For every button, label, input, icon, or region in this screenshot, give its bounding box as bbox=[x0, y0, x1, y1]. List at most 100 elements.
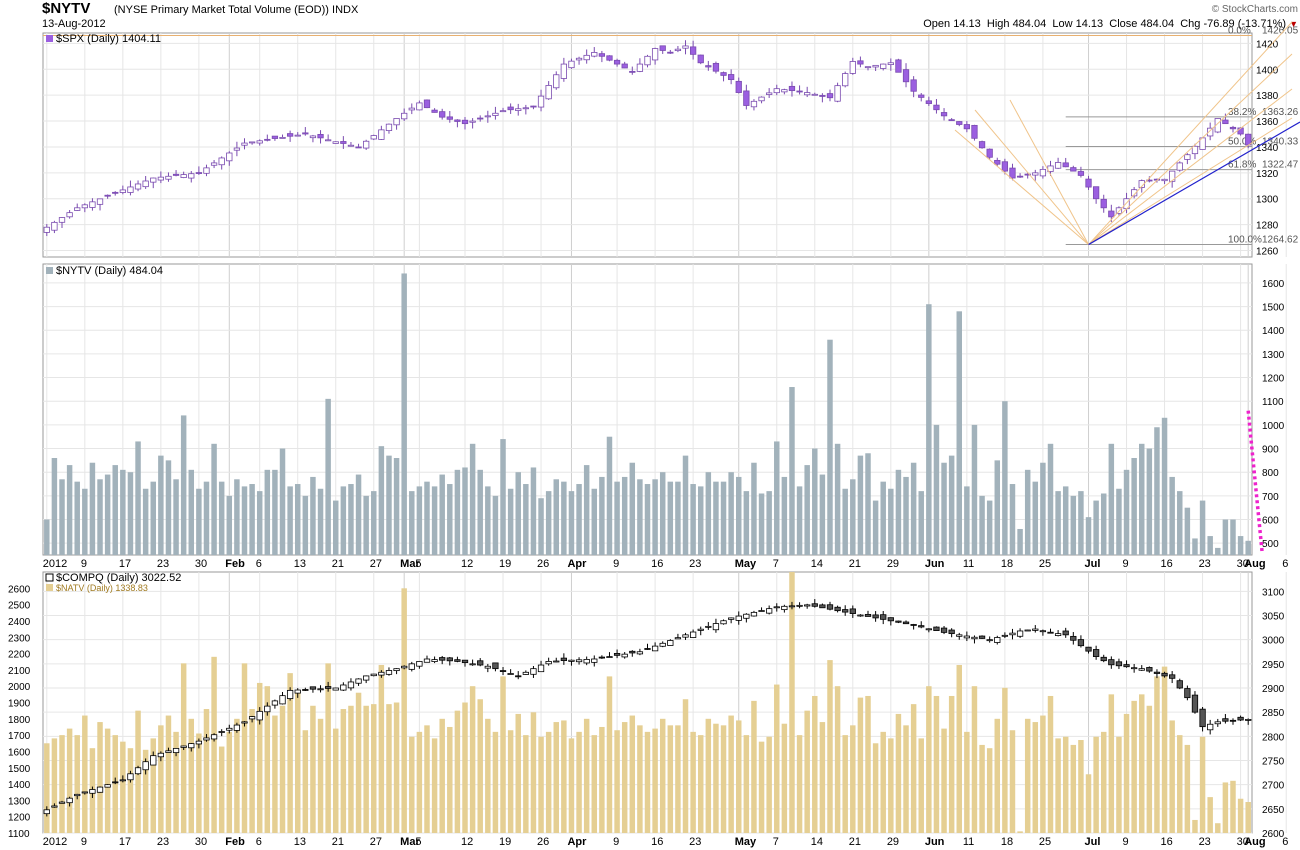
spx-candle bbox=[355, 146, 362, 149]
compq-candle bbox=[545, 661, 552, 665]
natv-volume-bar bbox=[964, 731, 970, 833]
high-label: High bbox=[986, 18, 1010, 30]
spx-candle bbox=[401, 112, 408, 120]
natv-volume-bar bbox=[120, 741, 126, 833]
nytv-volume-bar bbox=[127, 472, 134, 555]
nytv-volume-bar bbox=[1002, 401, 1008, 555]
natv-volume-bar bbox=[910, 704, 917, 833]
nytv-volume-bar bbox=[211, 443, 217, 555]
nytv-volume-bar bbox=[1161, 417, 1168, 555]
compq-candle bbox=[112, 781, 119, 784]
compq-candle bbox=[157, 752, 164, 758]
spx-candle bbox=[963, 124, 970, 130]
nytv-volume-bar bbox=[553, 479, 559, 555]
spx-candle bbox=[994, 159, 1001, 165]
spx-candle bbox=[629, 70, 636, 73]
natv-volume-bar bbox=[1024, 718, 1031, 833]
compq-candle bbox=[43, 809, 50, 815]
x-tick-label: 25 bbox=[1039, 558, 1051, 570]
open-label: Open bbox=[923, 18, 951, 30]
compq-candle bbox=[674, 637, 682, 640]
x-tick-label: 18 bbox=[1001, 558, 1013, 570]
nytv-volume-bar bbox=[918, 491, 924, 555]
compq-y-tick-label: 2600 bbox=[1262, 829, 1285, 840]
compq-candle bbox=[910, 624, 917, 626]
nytv-volume-bar bbox=[44, 519, 50, 555]
nytv-volume-bar bbox=[401, 273, 407, 555]
compq-candle bbox=[971, 636, 978, 640]
spx-candle bbox=[1245, 133, 1252, 146]
x-tick-label: Aug bbox=[1244, 836, 1265, 848]
compq-candle bbox=[461, 659, 469, 664]
spx-candle bbox=[902, 69, 910, 83]
gann-fan-line bbox=[954, 129, 1089, 245]
spx-candle bbox=[218, 157, 225, 166]
low-label: Low bbox=[1052, 18, 1073, 30]
nytv-volume-bar bbox=[599, 476, 605, 555]
spx-candle bbox=[43, 226, 50, 233]
x-tick-label: 26 bbox=[537, 558, 549, 570]
nytv-volume-bar bbox=[606, 436, 613, 555]
compq-candle bbox=[180, 745, 187, 748]
spx-candle bbox=[1176, 162, 1183, 171]
nytv-volume-bar bbox=[880, 481, 886, 555]
x-tick-label: 16 bbox=[1161, 836, 1173, 848]
compq-candle bbox=[309, 686, 317, 690]
nytv-volume-bar bbox=[583, 465, 590, 555]
nytv-volume-bar bbox=[834, 443, 841, 555]
x-tick-label: 11 bbox=[963, 558, 974, 570]
fib-level-label: 100.0% bbox=[1228, 235, 1262, 246]
compq-candle bbox=[1024, 629, 1031, 632]
close-label: Close bbox=[1109, 18, 1138, 30]
natv-volume-bar bbox=[1085, 774, 1092, 833]
nytv-volume-bar bbox=[530, 467, 537, 555]
spx-candle bbox=[104, 194, 111, 197]
nytv-volume-bar bbox=[424, 481, 430, 555]
natv-volume-bar bbox=[249, 709, 255, 833]
gann-fan-line bbox=[1088, 53, 1293, 245]
spx-candle bbox=[477, 117, 484, 120]
nytv-y-tick-label: 1400 bbox=[1262, 326, 1285, 337]
natv-volume-bar bbox=[591, 735, 598, 833]
nytv-volume-bar bbox=[279, 448, 286, 555]
spx-candle bbox=[956, 121, 963, 125]
spx-candle bbox=[910, 79, 917, 92]
natv-volume-bar bbox=[226, 731, 233, 833]
x-tick-label: 25 bbox=[1039, 836, 1051, 848]
natv-y-tick-label: 1800 bbox=[8, 715, 31, 726]
x-tick-label: 11 bbox=[963, 836, 974, 848]
natv-volume-bar bbox=[850, 725, 856, 833]
nytv-volume-bar bbox=[964, 486, 970, 555]
nytv-volume-bar bbox=[272, 469, 278, 555]
natv-y-tick-label: 1300 bbox=[8, 796, 31, 807]
spx-candle bbox=[1070, 167, 1077, 172]
x-tick-label: 2012 bbox=[43, 836, 67, 848]
nytv-volume-bar bbox=[1230, 519, 1236, 555]
compq-candle bbox=[1032, 628, 1039, 631]
x-tick-label: Apr bbox=[567, 558, 587, 570]
x-tick-label: Jul bbox=[1085, 836, 1101, 848]
nytv-volume-bar bbox=[120, 469, 126, 555]
compq-candle bbox=[370, 673, 377, 677]
spx-candle bbox=[986, 148, 993, 158]
natv-volume-bar bbox=[576, 731, 582, 833]
compq-candle bbox=[697, 628, 704, 631]
nytv-y-tick-label: 1200 bbox=[1262, 374, 1285, 385]
natv-volume-bar bbox=[492, 731, 499, 833]
spx-candle bbox=[750, 100, 758, 108]
x-tick-label: 5 bbox=[415, 558, 421, 570]
natv-volume-bar bbox=[386, 704, 392, 833]
x-tick-label: 19 bbox=[499, 836, 511, 848]
natv-volume-bar bbox=[621, 722, 628, 833]
compq-candle bbox=[842, 609, 849, 613]
compq-candle bbox=[1237, 716, 1244, 721]
low-value: 14.13 bbox=[1075, 18, 1104, 30]
compq-y-tick-label: 2950 bbox=[1262, 660, 1285, 671]
natv-volume-bar bbox=[51, 738, 58, 833]
nytv-y-tick-label: 500 bbox=[1262, 539, 1279, 550]
spx-candle bbox=[119, 189, 126, 193]
spx-candle bbox=[302, 132, 309, 135]
nytv-volume-bar bbox=[523, 484, 529, 555]
spx-candle bbox=[925, 100, 932, 104]
natv-volume-bar bbox=[485, 718, 491, 833]
